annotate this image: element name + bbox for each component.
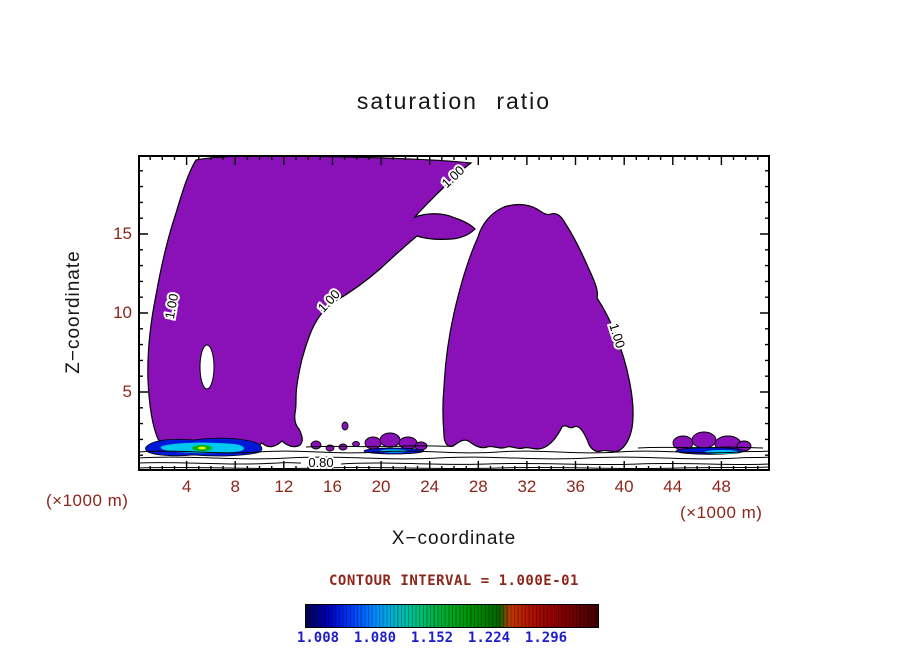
colorbar-tick-labels: 1.008 1.080 1.152 1.224 1.296 xyxy=(297,630,597,648)
contour-label-2: 1.00 xyxy=(162,292,181,320)
contour-plot-canvas: 1.00 1.00 1.00 1.00 0.80 xyxy=(138,155,770,471)
y-tick-label: 10 xyxy=(113,303,132,322)
axis-tick-marks xyxy=(138,155,770,471)
colorbar xyxy=(305,604,599,628)
contour-fill-region-left xyxy=(147,155,476,448)
x-tick-label: 16 xyxy=(322,477,342,496)
x-tick-label: 12 xyxy=(274,477,294,496)
x-tick-label: 8 xyxy=(230,477,240,496)
colorbar-gradient xyxy=(306,605,598,627)
near-surface-contour-lines xyxy=(138,445,770,470)
x-tick-label: 40 xyxy=(614,477,634,496)
x-unit-label: (×1000 m) xyxy=(680,503,763,522)
x-tick-label: 24 xyxy=(420,477,440,496)
colorbar-tick-label: 1.296 xyxy=(524,630,568,646)
x-tick-label: 4 xyxy=(181,477,192,496)
contour-hole xyxy=(199,344,215,390)
contour-label-5: 0.80 xyxy=(308,455,333,470)
contour-fill-region-right xyxy=(442,203,634,453)
x-tick-label: 48 xyxy=(711,477,731,496)
x-axis-label: X−coordinate xyxy=(391,528,517,549)
colorbar-cell-lines xyxy=(306,605,598,627)
colorbar-tick-label: 1.008 xyxy=(296,630,340,646)
y-tick-label: 15 xyxy=(113,224,132,243)
colorbar-tick-label: 1.152 xyxy=(410,630,454,646)
x-tick-label: 20 xyxy=(371,477,391,496)
x-tick-label: 36 xyxy=(566,477,585,496)
plot-border xyxy=(138,155,770,471)
colorbar-tick-label: 1.080 xyxy=(353,630,397,646)
contour-interval-text: CONTOUR INTERVAL = 1.000E-01 xyxy=(328,573,579,589)
y-unit-label: (×1000 m) xyxy=(46,491,129,510)
x-tick-label: 28 xyxy=(468,477,488,496)
y-tick-label: 5 xyxy=(122,382,132,401)
colorbar-tick-label: 1.224 xyxy=(467,630,511,646)
chart-title: saturation ratio xyxy=(356,88,552,114)
x-tick-label: 32 xyxy=(517,477,537,496)
y-axis-label: Z−coordinate xyxy=(63,250,84,374)
x-tick-label: 44 xyxy=(663,477,683,496)
